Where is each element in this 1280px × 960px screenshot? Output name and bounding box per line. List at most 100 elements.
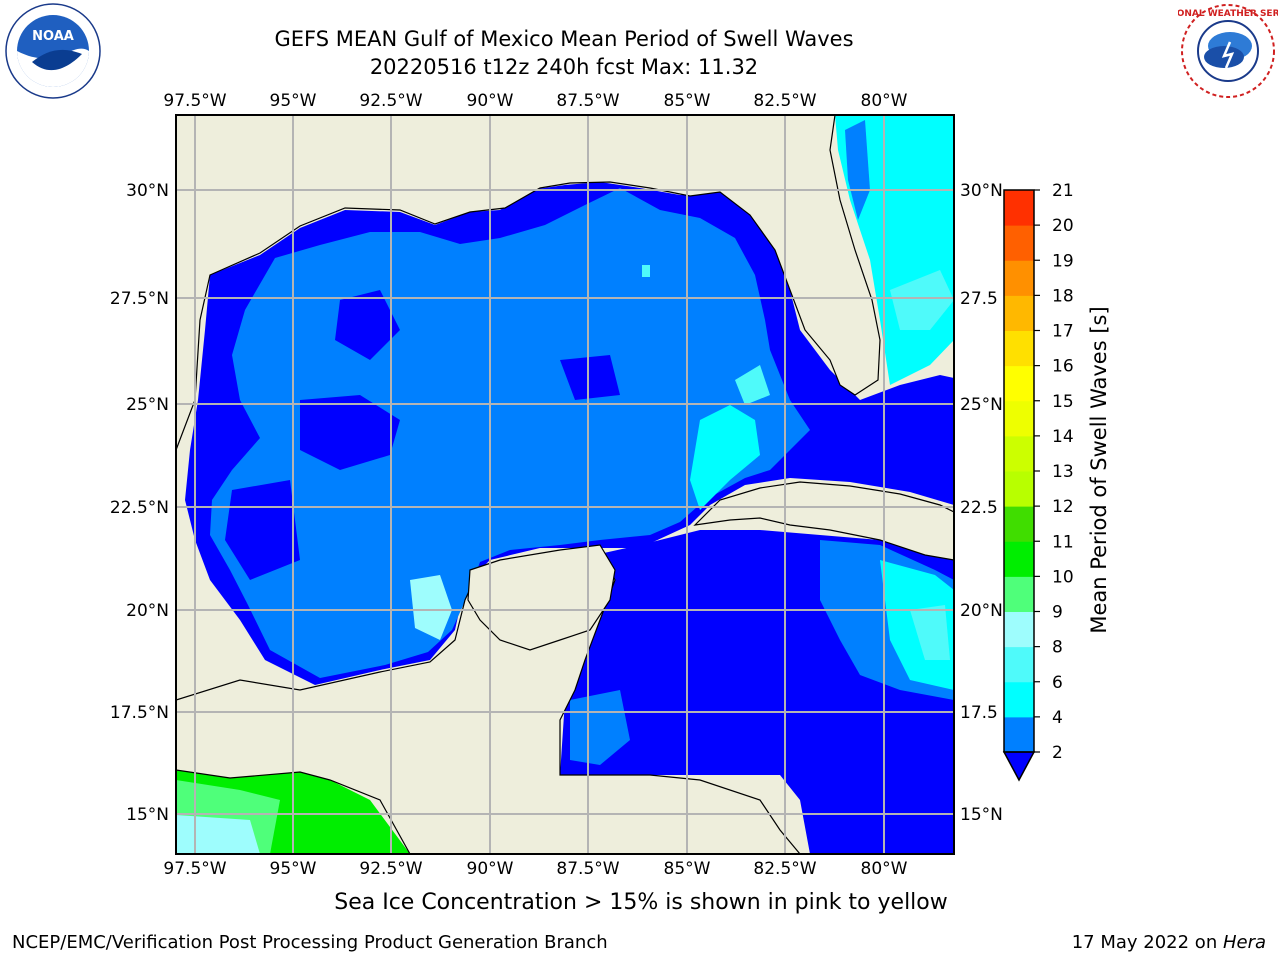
- gulf-blob-1: [300, 395, 400, 470]
- lon-label: 90°W: [467, 91, 514, 111]
- lat-label: 30°N: [126, 181, 169, 201]
- cuba-land: [693, 481, 954, 561]
- colorbar-segment: [1004, 506, 1034, 542]
- colorbar-tick-label: 6: [1052, 673, 1063, 693]
- yucatan-channel-cyan: [690, 405, 760, 510]
- noaa-logo-text: NOAA: [32, 29, 74, 44]
- cyan-patch-2: [410, 575, 452, 640]
- colorbar-tick-label: 8: [1052, 638, 1063, 658]
- colorbar-tick-label: 2: [1052, 743, 1063, 763]
- lat-labels-left: 30°N 27.5°N 25°N 22.5°N 20°N 17.5°N 15°N: [110, 181, 169, 825]
- colorbar-tick-label: 14: [1052, 427, 1074, 447]
- cyan-patch-3: [642, 265, 650, 277]
- lon-label: 87.5°W: [556, 859, 619, 879]
- colorbar-segment: [1004, 611, 1034, 648]
- colorbar-segment: [1004, 400, 1034, 437]
- lat-label: 17.5°N: [110, 703, 169, 723]
- lon-label: 82.5°W: [753, 859, 816, 879]
- lat-label: 22.5°N: [110, 498, 169, 518]
- lat-label: 27.5°N: [110, 289, 169, 309]
- colorbar-extend: [1002, 751, 1036, 782]
- lat-label: 27.5: [960, 289, 998, 309]
- caribbean-blue-2: [570, 690, 630, 765]
- chart-subtitle: 20220516 t12z 240h fcst Max: 11.32: [369, 55, 759, 79]
- lat-labels-right: 30°N 27.5 25°N 22.5 20°N 17.5 15°N: [960, 181, 1003, 825]
- chart-title: GEFS MEAN Gulf of Mexico Mean Period of …: [274, 27, 854, 51]
- us-florida-land: [176, 115, 881, 451]
- footer-credit: NCEP/EMC/Verification Post Processing Pr…: [12, 932, 608, 953]
- colorbar-tick-label: 13: [1052, 462, 1074, 482]
- lat-label: 25°N: [960, 395, 1003, 415]
- colorbar-tick-label: 10: [1052, 567, 1074, 587]
- lon-label: 95°W: [270, 859, 317, 879]
- lon-label: 87.5°W: [556, 91, 619, 111]
- colorbar: 2 4 6 8 9 10 11 12 13 14 15 16 17 18 19 20 21: [1002, 181, 1074, 782]
- map-frame: [175, 114, 955, 855]
- colorbar-tick-label: 21: [1052, 181, 1074, 201]
- lat-label: 22.5: [960, 498, 998, 518]
- lat-label: 20°N: [126, 601, 169, 621]
- colorbar-segment: [1004, 190, 1034, 226]
- lon-label: 95°W: [270, 91, 317, 111]
- colorbar-segment: [1004, 295, 1034, 331]
- colorbar-segment: [1004, 225, 1034, 261]
- lon-labels-bottom: 97.5°W 95°W 92.5°W 90°W 87.5°W 85°W 82.5…: [163, 859, 907, 879]
- lon-label: 90°W: [467, 859, 514, 879]
- colorbar-tick-label: 12: [1052, 497, 1074, 517]
- lon-labels-top: 97.5°W 95°W 92.5°W 90°W 87.5°W 85°W 82.5…: [163, 91, 907, 111]
- lat-label: 25°N: [126, 395, 169, 415]
- lon-label: 82.5°W: [753, 91, 816, 111]
- footer-date-text: 17 May 2022 on: [1071, 932, 1223, 953]
- lon-label: 97.5°W: [163, 859, 226, 879]
- yucatan-land: [467, 544, 616, 651]
- colorbar-label: Mean Period of Swell Waves [s]: [1087, 306, 1111, 633]
- atlantic-blue-strip: [845, 120, 870, 220]
- colorbar-tick-label: 18: [1052, 286, 1074, 306]
- cyan-patch-1: [735, 365, 770, 405]
- lon-label: 80°W: [861, 91, 908, 111]
- sea-ice-note: Sea Ice Concentration > 15% is shown in …: [334, 890, 948, 915]
- lon-label: 92.5°W: [359, 91, 422, 111]
- lon-label: 80°W: [861, 859, 908, 879]
- lat-label: 20°N: [960, 601, 1003, 621]
- colorbar-tick-label: 16: [1052, 357, 1074, 377]
- gulf-blob-3: [225, 480, 300, 580]
- colorbar-segment: [1004, 646, 1034, 683]
- lon-label: 85°W: [664, 91, 711, 111]
- lat-label: 15°N: [960, 805, 1003, 825]
- lat-label: 17.5: [960, 703, 998, 723]
- colorbar-tick-label: 9: [1052, 603, 1063, 623]
- lon-label: 85°W: [664, 859, 711, 879]
- colorbar-tick-label: 4: [1052, 708, 1063, 728]
- colorbar-segment: [1004, 260, 1034, 296]
- footer-date: 17 May 2022 on Hera: [1072, 932, 1266, 953]
- colorbar-segment: [1004, 365, 1034, 402]
- colorbar-segment: [1004, 576, 1034, 612]
- pacific-pale: [176, 815, 260, 854]
- colorbar-segment: [1004, 471, 1034, 507]
- lat-label: 15°N: [126, 805, 169, 825]
- gulf-blob-4: [335, 290, 400, 360]
- map-grid: [176, 115, 954, 854]
- nws-logo: NATIONAL WEATHER SERVICE: [1178, 4, 1278, 98]
- caribbean-cyan-2: [910, 605, 950, 660]
- lat-label: 30°N: [960, 181, 1003, 201]
- colorbar-segment: [1004, 541, 1034, 577]
- nws-logo-text: NATIONAL WEATHER SERVICE: [1178, 9, 1278, 19]
- colorbar-segment: [1004, 435, 1034, 472]
- colorbar-tick-label: 19: [1052, 251, 1074, 271]
- colorbar-tick-label: 17: [1052, 322, 1074, 342]
- colorbar-segment: [1004, 716, 1034, 753]
- colorbar-segment: [1004, 330, 1034, 367]
- footer-host: Hera: [1222, 932, 1266, 953]
- noaa-logo: NOAA: [5, 3, 101, 99]
- lon-label: 92.5°W: [359, 859, 422, 879]
- colorbar-segment: [1004, 681, 1034, 718]
- colorbar-tick-label: 15: [1052, 392, 1074, 412]
- lon-label: 97.5°W: [163, 91, 226, 111]
- gulf-blob-2: [560, 355, 620, 400]
- atlantic-cyan-2: [890, 270, 954, 330]
- colorbar-tick-label: 11: [1052, 532, 1074, 552]
- colorbar-tick-label: 20: [1052, 216, 1074, 236]
